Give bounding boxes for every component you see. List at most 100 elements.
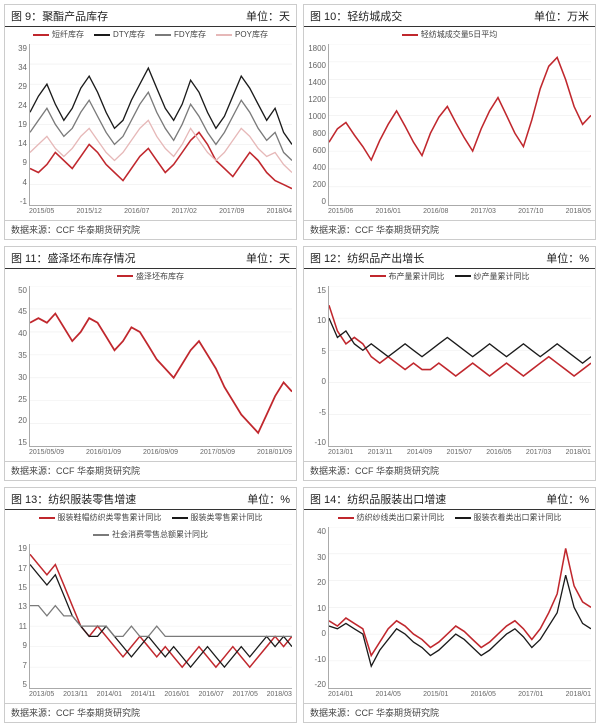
y-tick: -20 bbox=[306, 680, 326, 689]
y-tick: 1000 bbox=[306, 112, 326, 121]
legend-item: 社会消费零售总额累计同比 bbox=[93, 529, 208, 540]
plot bbox=[328, 527, 591, 689]
legend-item: FDY库存 bbox=[155, 29, 206, 40]
series-line bbox=[30, 68, 292, 144]
chart-area: -20-100102030402014/012014/052015/012016… bbox=[304, 525, 595, 703]
legend-label: 服装衣着类出口累计同比 bbox=[474, 512, 562, 523]
panel-header: 图 13：纺织服装零售增速单位：% bbox=[5, 488, 296, 510]
legend-label: 社会消费零售总额累计同比 bbox=[112, 529, 208, 540]
panel-header: 图 12：纺织品产出增长 单位：% bbox=[304, 247, 595, 269]
series-line bbox=[329, 57, 591, 160]
legend: 布产量累计同比 纱产量累计同比 bbox=[304, 269, 595, 284]
legend-label: 服装类零售累计同比 bbox=[191, 512, 263, 523]
legend-swatch bbox=[370, 275, 386, 277]
panel-title: 图 12： bbox=[310, 253, 347, 265]
source-label: 数据来源：CCF 华泰期货研究院 bbox=[304, 220, 595, 239]
legend-item: 纺织纱线类出口累计同比 bbox=[338, 512, 445, 523]
y-tick: -1 bbox=[7, 197, 27, 206]
chart-area: -10-50510152013/012013/112014/092015/072… bbox=[304, 284, 595, 462]
legend-label: 短纤库存 bbox=[52, 29, 84, 40]
legend: 盛泽坯布库存 bbox=[5, 269, 296, 284]
legend-item: POY库存 bbox=[216, 29, 268, 40]
y-tick: 1600 bbox=[306, 61, 326, 70]
legend: 轻纺城成交量5日平均 bbox=[304, 27, 595, 42]
x-tick: 2018/01 bbox=[566, 449, 591, 461]
panel-title-text: 盛泽坯布库存情况 bbox=[47, 253, 135, 265]
series-line bbox=[329, 576, 591, 667]
y-tick: -5 bbox=[306, 408, 326, 417]
y-tick: -10 bbox=[306, 655, 326, 664]
x-axis: 2014/012014/052015/012016/052017/012018/… bbox=[328, 691, 591, 703]
x-tick: 2017/01 bbox=[518, 691, 543, 703]
x-tick: 2017/03 bbox=[526, 449, 551, 461]
x-tick: 2016/01 bbox=[164, 691, 189, 703]
legend-swatch bbox=[94, 34, 110, 36]
source-label: 数据来源：CCF 华泰期货研究院 bbox=[5, 461, 296, 480]
chart-panel-3: 图 12：纺织品产出增长单位：%布产量累计同比纱产量累计同比-10-505101… bbox=[303, 246, 596, 482]
y-tick: 24 bbox=[7, 101, 27, 110]
y-tick: 200 bbox=[306, 180, 326, 189]
y-tick: 34 bbox=[7, 63, 27, 72]
x-tick: 2017/10 bbox=[518, 208, 543, 220]
chart-area: 0200400600800100012001400160018002015/06… bbox=[304, 42, 595, 220]
legend-swatch bbox=[216, 34, 232, 36]
x-axis: 2015/062016/012016/082017/032017/102018/… bbox=[328, 208, 591, 220]
y-tick: 1800 bbox=[306, 44, 326, 53]
legend-item: DTY库存 bbox=[94, 29, 145, 40]
legend-swatch bbox=[172, 517, 188, 519]
panel-header: 图 9：聚酯产品库存单位：天 bbox=[5, 5, 296, 27]
series-line bbox=[30, 555, 292, 668]
y-axis: -10-5051015 bbox=[306, 286, 326, 448]
chart-panel-2: 图 11：盛泽坯布库存情况单位：天盛泽坯布库存15202530354045502… bbox=[4, 246, 297, 482]
series-line bbox=[329, 549, 591, 656]
legend-label: 盛泽坯布库存 bbox=[136, 271, 184, 282]
plot bbox=[29, 286, 292, 448]
x-tick: 2017/03 bbox=[471, 208, 496, 220]
x-tick: 2015/05/09 bbox=[29, 449, 64, 461]
x-tick: 2018/05 bbox=[566, 208, 591, 220]
y-tick: -10 bbox=[306, 438, 326, 447]
y-tick: 19 bbox=[7, 544, 27, 553]
y-tick: 9 bbox=[7, 158, 27, 167]
chart-area: 57911131517192013/052013/112014/012014/1… bbox=[5, 542, 296, 703]
x-tick: 2017/09 bbox=[219, 208, 244, 220]
y-tick: 0 bbox=[306, 629, 326, 638]
legend-label: DTY库存 bbox=[113, 29, 145, 40]
panel-unit: 单位：% bbox=[546, 250, 589, 266]
y-tick: 9 bbox=[7, 641, 27, 650]
x-tick: 2017/05/09 bbox=[200, 449, 235, 461]
panel-unit: 单位：% bbox=[546, 491, 589, 507]
y-tick: 7 bbox=[7, 661, 27, 670]
legend-swatch bbox=[39, 517, 55, 519]
x-tick: 2018/03 bbox=[267, 691, 292, 703]
plot bbox=[328, 286, 591, 448]
source-label: 数据来源：CCF 华泰期货研究院 bbox=[304, 461, 595, 480]
legend-label: 纱产量累计同比 bbox=[474, 271, 530, 282]
panel-header: 图 10：轻纺城成交单位：万米 bbox=[304, 5, 595, 27]
chart-area: 15202530354045502015/05/092016/01/092016… bbox=[5, 284, 296, 462]
chart-panel-0: 图 9：聚酯产品库存单位：天短纤库存DTY库存FDY库存POY库存-149141… bbox=[4, 4, 297, 240]
panel-unit: 单位：万米 bbox=[534, 8, 589, 24]
legend: 短纤库存 DTY库存 FDY库存 POY库存 bbox=[5, 27, 296, 42]
x-tick: 2013/11 bbox=[368, 449, 393, 461]
y-tick: 1200 bbox=[306, 95, 326, 104]
panel-unit: 单位：% bbox=[247, 491, 290, 507]
panel-title: 图 11： bbox=[11, 253, 47, 265]
y-tick: 14 bbox=[7, 139, 27, 148]
legend-swatch bbox=[33, 34, 49, 36]
panel-header: 图 11：盛泽坯布库存情况单位：天 bbox=[5, 247, 296, 269]
x-tick: 2014/01 bbox=[328, 691, 353, 703]
y-tick: 400 bbox=[306, 163, 326, 172]
chart-panel-1: 图 10：轻纺城成交单位：万米轻纺城成交量5日平均020040060080010… bbox=[303, 4, 596, 240]
x-tick: 2016/01/09 bbox=[86, 449, 121, 461]
legend-label: 轻纺城成交量5日平均 bbox=[421, 29, 497, 40]
panel-title-text: 纺织品产出增长 bbox=[347, 253, 424, 265]
source-label: 数据来源：CCF 华泰期货研究院 bbox=[5, 703, 296, 722]
x-tick: 2015/12 bbox=[77, 208, 102, 220]
legend-label: 布产量累计同比 bbox=[389, 271, 445, 282]
legend-swatch bbox=[455, 275, 471, 277]
x-tick: 2018/01/09 bbox=[257, 449, 292, 461]
y-tick: 15 bbox=[306, 286, 326, 295]
x-tick: 2016/07 bbox=[198, 691, 223, 703]
legend: 服装鞋帽纺织类零售累计同比服装类零售累计同比社会消费零售总额累计同比 bbox=[5, 510, 296, 542]
